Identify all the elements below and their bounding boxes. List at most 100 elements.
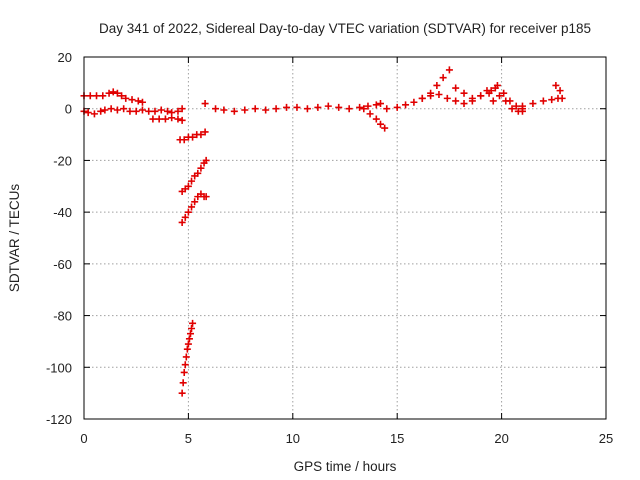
data-point (134, 97, 142, 105)
data-point (99, 92, 107, 100)
data-point (539, 97, 547, 105)
data-point (376, 100, 384, 108)
data-point (107, 105, 115, 113)
data-point (188, 325, 196, 332)
data-point (161, 115, 169, 123)
x-tick-label: 20 (494, 431, 508, 446)
plot-frame (83, 56, 607, 420)
y-axis-label: SDTVAR / TECUs (7, 184, 22, 293)
data-point (381, 124, 389, 132)
data-point (324, 102, 332, 110)
data-point (518, 102, 526, 110)
data-point (183, 345, 191, 353)
data-point (439, 74, 447, 82)
series-tail-spike (552, 81, 564, 95)
series-lower-early (80, 105, 186, 118)
data-point (186, 330, 194, 338)
data-point (487, 87, 495, 95)
series-upper-early (80, 88, 146, 106)
series-evening-mid (418, 87, 491, 108)
data-point (433, 81, 441, 89)
data-point (180, 368, 188, 376)
data-point (184, 340, 192, 348)
series-late-low (489, 92, 526, 115)
series-steep-b (178, 190, 210, 226)
series-deep-dip (178, 319, 197, 397)
data-point (372, 101, 380, 109)
data-point (101, 106, 109, 114)
data-point (202, 193, 210, 201)
data-point (376, 120, 384, 128)
y-tick-label: -40 (53, 205, 72, 220)
data-point (201, 128, 209, 136)
data-point (109, 88, 117, 96)
x-tick-label: 25 (599, 431, 613, 446)
data-point (84, 109, 92, 117)
data-point (138, 98, 146, 106)
y-tick-label: 0 (65, 102, 72, 117)
data-point (90, 110, 98, 118)
data-point (500, 89, 508, 97)
data-point (493, 81, 501, 89)
data-point (477, 92, 485, 100)
y-tick-label: -20 (53, 153, 72, 168)
data-point (145, 107, 153, 115)
data-point (188, 203, 196, 211)
data-point (366, 110, 374, 118)
data-point (164, 107, 172, 115)
y-tick-label: -80 (53, 309, 72, 324)
chart-title: Day 341 of 2022, Sidereal Day-to-day VTE… (99, 21, 591, 36)
data-point (197, 131, 205, 139)
data-point (182, 353, 190, 361)
data-point (402, 101, 410, 109)
data-point (181, 361, 189, 369)
data-point (188, 177, 196, 185)
data-point (132, 107, 140, 115)
data-point (427, 92, 435, 100)
data-point (345, 105, 353, 113)
data-point (185, 335, 193, 343)
data-point (496, 92, 504, 100)
x-axis-label: GPS time / hours (294, 459, 397, 474)
data-point (335, 103, 343, 111)
data-point (241, 106, 249, 114)
data-point (393, 103, 401, 111)
data-point (113, 89, 121, 97)
data-points (80, 66, 566, 397)
series-evening-rise (383, 66, 453, 113)
data-point (314, 103, 322, 111)
data-point (178, 218, 186, 226)
data-point (168, 114, 176, 122)
data-point (460, 89, 468, 97)
x-tick-label: 15 (390, 431, 404, 446)
series-steep-a (178, 156, 210, 195)
data-point (360, 105, 368, 113)
data-point (502, 97, 510, 105)
data-point (178, 105, 186, 113)
data-point (512, 102, 520, 110)
data-point (138, 106, 146, 114)
data-point (157, 106, 165, 114)
data-point (251, 105, 259, 113)
data-point (179, 379, 187, 387)
data-point (514, 107, 522, 115)
series-mid-drop (176, 128, 209, 144)
data-point (418, 94, 426, 102)
data-point (197, 164, 205, 172)
y-tick-label: -120 (46, 412, 72, 427)
data-point (174, 115, 182, 123)
data-point (356, 103, 364, 111)
y-tick-label: -60 (53, 257, 72, 272)
data-point (508, 105, 516, 113)
data-point (184, 208, 192, 216)
data-point (212, 105, 220, 113)
data-point (118, 92, 126, 100)
series-neg-early (149, 114, 186, 124)
data-point (364, 102, 372, 110)
series-midday (201, 100, 384, 115)
data-point (120, 105, 128, 113)
grid-lines (84, 57, 606, 419)
data-point (452, 84, 460, 92)
data-point (489, 97, 497, 105)
